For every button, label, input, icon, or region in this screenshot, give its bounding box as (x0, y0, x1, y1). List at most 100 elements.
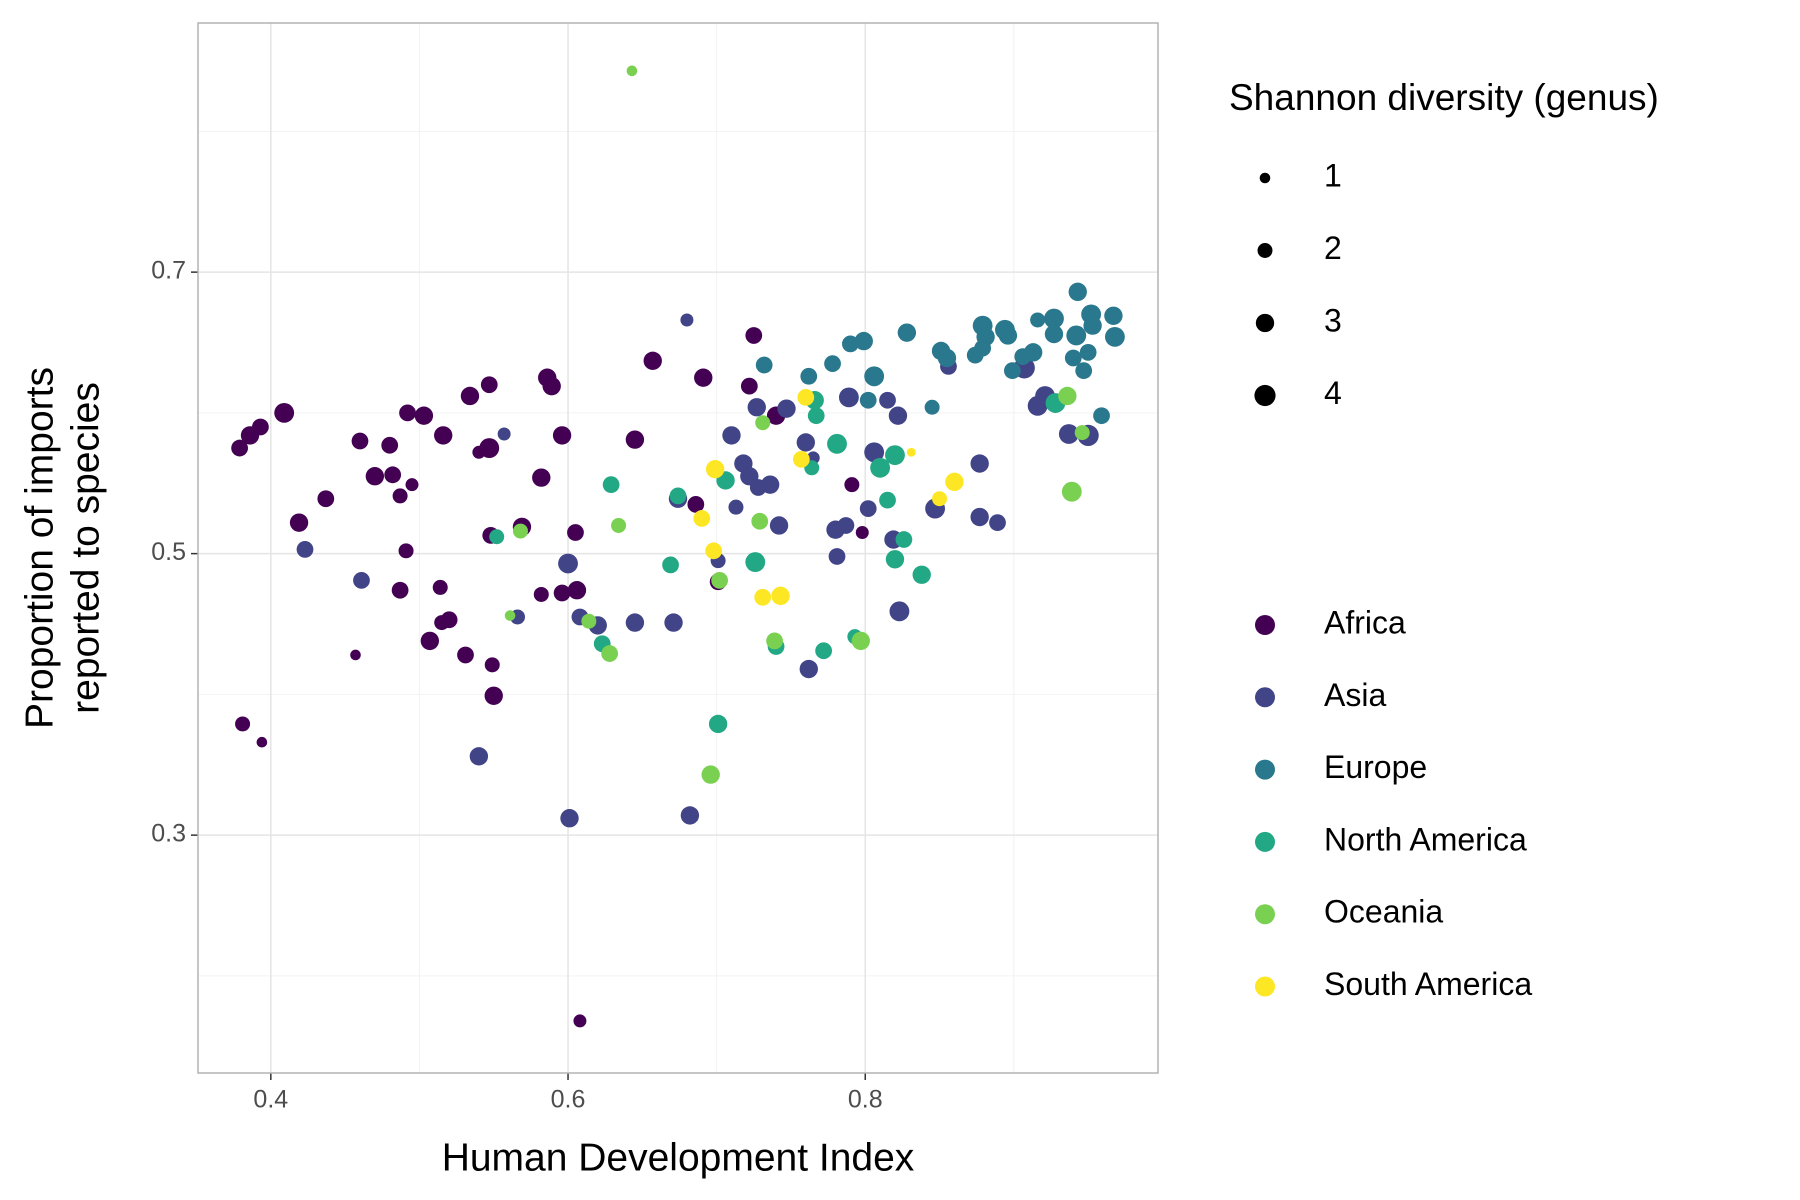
point (457, 646, 474, 664)
point (353, 571, 370, 589)
point (912, 565, 931, 584)
point (532, 468, 551, 487)
point (771, 586, 790, 606)
point (611, 517, 627, 533)
point (256, 736, 268, 748)
legend-label: Oceania (1324, 894, 1443, 930)
legend-key (1255, 904, 1275, 925)
point (751, 512, 769, 530)
point (879, 391, 896, 409)
point (1066, 325, 1087, 346)
size-legend-label: 2 (1324, 230, 1342, 266)
point (414, 406, 434, 425)
point (392, 488, 408, 504)
point (289, 513, 309, 532)
point (864, 442, 885, 463)
point (885, 550, 905, 569)
point (1061, 481, 1082, 502)
point (792, 450, 810, 468)
point (755, 356, 773, 374)
point (231, 439, 248, 457)
point (558, 553, 578, 574)
point (567, 581, 587, 600)
point (560, 809, 579, 828)
y-tick-label: 0.3 (151, 820, 186, 848)
point (828, 548, 846, 565)
legend-label: North America (1324, 821, 1527, 857)
point (924, 399, 940, 415)
point (567, 524, 584, 541)
point (381, 436, 399, 454)
point (1075, 362, 1093, 380)
point (434, 615, 450, 631)
size-legend-label: 3 (1324, 302, 1342, 338)
point (687, 495, 705, 513)
legend: 1 2 3 4 Africa Asia Europe North America Oceania… (1254, 157, 1532, 1002)
point (601, 645, 619, 662)
point (755, 415, 771, 431)
panel-border (197, 22, 1159, 1074)
point (252, 418, 269, 436)
point (664, 613, 683, 632)
point (235, 716, 251, 732)
point (854, 331, 873, 351)
point (1044, 324, 1064, 344)
point (1003, 362, 1021, 380)
legend-label: Asia (1324, 677, 1386, 713)
legend-key (1255, 976, 1275, 997)
point (1044, 308, 1064, 329)
point (842, 335, 859, 353)
point (694, 368, 713, 387)
point (351, 432, 369, 450)
point (643, 351, 662, 370)
point (512, 523, 528, 539)
size-legend-key (1259, 172, 1271, 184)
size-legend-key (1254, 384, 1276, 407)
point (705, 542, 723, 560)
point (1058, 386, 1077, 406)
point (420, 631, 440, 651)
point (1083, 316, 1102, 335)
point (1023, 343, 1043, 362)
point (745, 552, 766, 572)
legend-key (1255, 759, 1275, 780)
legend-key (1255, 615, 1275, 635)
point (469, 747, 489, 766)
point (844, 477, 860, 493)
point (711, 571, 728, 589)
point (274, 402, 295, 423)
point (859, 500, 877, 517)
point (434, 426, 453, 445)
point (626, 65, 638, 77)
point (693, 510, 711, 527)
point (815, 642, 833, 660)
point (885, 445, 905, 466)
points (231, 65, 1125, 1028)
size-legend-key (1257, 243, 1273, 258)
grid (191, 23, 1158, 1080)
point (625, 613, 645, 632)
point (1104, 326, 1125, 347)
point (897, 323, 917, 342)
legend-key (1255, 687, 1275, 708)
x-tick-label: 0.4 (253, 1086, 288, 1114)
point (460, 386, 480, 406)
point (855, 526, 869, 540)
point (945, 472, 964, 492)
point (895, 531, 913, 548)
point (553, 584, 571, 602)
point (399, 404, 416, 422)
point (827, 433, 847, 454)
legend-label: Europe (1324, 749, 1427, 785)
point (777, 399, 796, 418)
point (504, 610, 516, 621)
point (932, 491, 948, 507)
point (602, 476, 620, 494)
point (365, 467, 385, 486)
size-legend-key (1255, 313, 1275, 333)
point (705, 459, 725, 479)
size-legend-label: 1 (1324, 157, 1342, 193)
point (970, 507, 989, 527)
